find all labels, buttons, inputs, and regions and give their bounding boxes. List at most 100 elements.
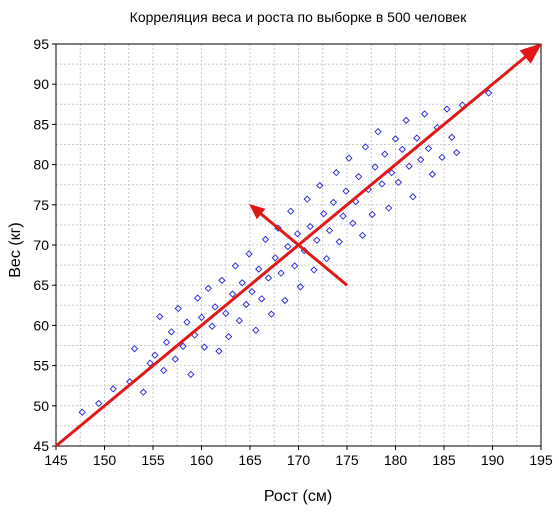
data-point [162, 338, 171, 346]
data-point [358, 231, 367, 239]
data-point [438, 153, 446, 162]
x-tick-label: 150 [93, 452, 117, 468]
data-point [398, 145, 406, 153]
data-point [95, 399, 103, 408]
data-point [264, 274, 273, 282]
data-point [349, 219, 357, 227]
data-point [218, 276, 226, 285]
y-tick-label: 80 [33, 157, 49, 173]
data-point [320, 210, 328, 218]
data-point [238, 279, 246, 287]
data-point [267, 310, 275, 318]
arrow-line [55, 55, 527, 448]
y-tick-label: 85 [33, 116, 49, 132]
data-point [245, 250, 253, 258]
data-point [428, 170, 436, 178]
x-tick-label: 160 [190, 452, 214, 468]
data-point [385, 204, 393, 212]
y-tick-label: 50 [33, 398, 49, 414]
data-point [381, 150, 389, 158]
data-point [374, 127, 382, 136]
data-point [197, 313, 206, 321]
x-tick-label: 165 [238, 452, 262, 468]
data-point [160, 366, 168, 375]
data-point [306, 222, 314, 231]
data-point [420, 110, 429, 118]
data-point [287, 207, 295, 215]
data-point [303, 195, 311, 203]
data-point [345, 154, 353, 162]
x-tick-label: 195 [529, 452, 553, 468]
data-point [171, 355, 179, 363]
data-point [235, 316, 243, 325]
data-point [252, 326, 260, 334]
data-point [174, 304, 182, 313]
data-point [417, 156, 425, 164]
data-point [200, 343, 209, 351]
data-point [290, 262, 299, 270]
y-tick-label: 75 [33, 197, 49, 213]
data-point [208, 322, 216, 330]
data-point [413, 134, 421, 142]
data-point [78, 408, 86, 416]
data-point [387, 169, 396, 177]
data-point [258, 295, 266, 303]
y-tick-label: 45 [33, 438, 49, 454]
data-point [368, 210, 376, 219]
data-point [355, 173, 363, 181]
grid [55, 43, 542, 447]
data-point [448, 133, 456, 141]
data-point [313, 236, 321, 244]
data-point [277, 269, 285, 277]
y-axis-ticks: 45 50 55 60 65 70 75 80 85 90 95 [33, 36, 56, 454]
y-tick-label: 95 [33, 36, 49, 52]
data-point [391, 135, 400, 143]
data-point [183, 318, 191, 326]
data-point [281, 296, 289, 305]
chart-title: Корреляция веса и роста по выборке в 500… [130, 9, 468, 25]
y-tick-label: 65 [33, 277, 49, 293]
x-tick-label: 175 [335, 452, 359, 468]
x-axis-title: Рост (см) [264, 488, 332, 505]
data-point [193, 294, 202, 302]
data-point [332, 169, 340, 177]
data-point [211, 303, 219, 311]
data-point [339, 212, 347, 220]
data-point [409, 193, 417, 201]
data-point [231, 262, 240, 270]
data-point [329, 198, 338, 207]
data-point [325, 226, 334, 235]
data-point [242, 300, 250, 309]
arrow-line [259, 212, 348, 287]
arrows [55, 43, 543, 448]
data-point [452, 148, 461, 157]
data-point [443, 105, 451, 113]
x-tick-label: 170 [287, 452, 311, 468]
data-point [130, 345, 139, 353]
data-point [225, 333, 233, 341]
data-point [109, 385, 117, 393]
x-tick-label: 190 [481, 452, 505, 468]
data-point [255, 265, 263, 273]
data-point [156, 312, 164, 321]
data-point [284, 242, 292, 251]
data-point [215, 347, 223, 355]
data-point [378, 180, 386, 188]
data-point [222, 309, 230, 317]
data-point [204, 284, 212, 293]
data-point [402, 116, 410, 125]
data-point [342, 187, 350, 195]
y-tick-label: 90 [33, 76, 49, 92]
data-point [293, 230, 302, 238]
data-point [261, 235, 270, 244]
data-point [361, 143, 370, 151]
data-point [248, 287, 256, 296]
y-tick-label: 60 [33, 317, 49, 333]
data-point [424, 144, 433, 153]
data-point [187, 370, 195, 379]
data-point [271, 254, 279, 262]
arrow-head [519, 43, 543, 64]
data-point [139, 388, 147, 396]
